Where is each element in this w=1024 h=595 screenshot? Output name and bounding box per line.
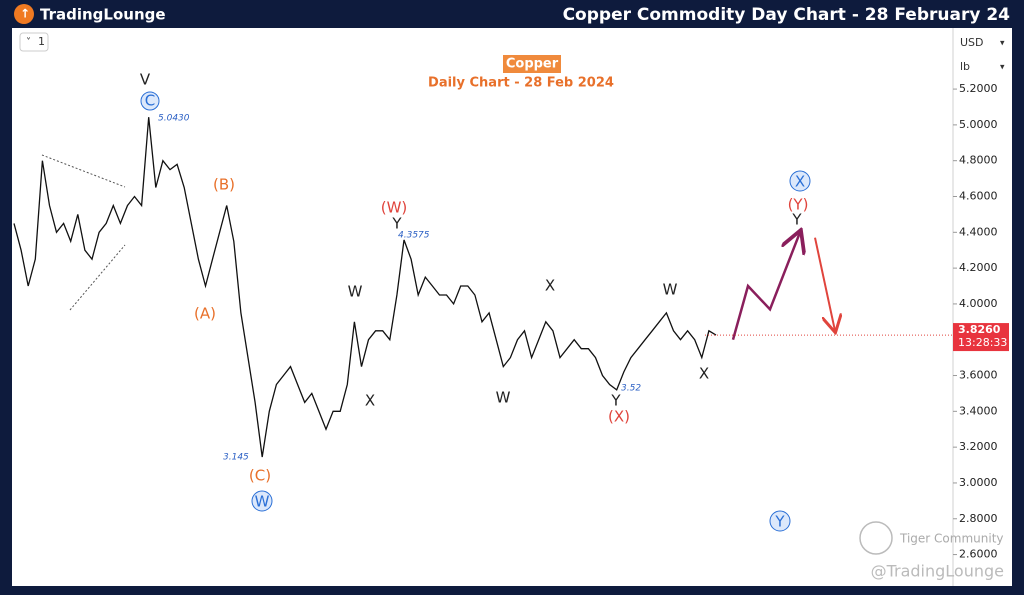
price-line (13, 117, 717, 458)
wave-label: (X) (608, 408, 630, 426)
chart-subtitle: Daily Chart - 28 Feb 2024 (428, 76, 614, 91)
projection-path (731, 232, 800, 341)
currency-select[interactable]: USD (960, 36, 984, 49)
price-note: 3.145 (223, 453, 249, 463)
wave-label: (W) (381, 199, 408, 217)
y-tick-label: 3.0000 (959, 476, 998, 489)
wave-circle (140, 91, 160, 111)
wave-circle (251, 490, 273, 512)
wave-label: W (255, 493, 270, 511)
wave-label: (Y) (788, 196, 809, 214)
watermark-handle: @TradingLounge (871, 562, 1004, 581)
logo-icon (14, 4, 34, 24)
unit-select[interactable]: lb (960, 60, 970, 73)
logo[interactable]: TradingLounge (40, 6, 166, 24)
interval-arrow: ˅ (26, 36, 31, 48)
wave-label: V (140, 71, 151, 89)
annotations: V C 5.0430 (B) (A) 3.145 (C) W (W) Y 4.3… (140, 71, 811, 532)
y-tick-label: 4.0000 (959, 297, 998, 310)
y-tick-label: 3.6000 (959, 369, 998, 382)
header-title: Copper Commodity Day Chart - 28 February… (563, 5, 1011, 25)
wave-label: W (348, 283, 363, 301)
wave-label: W (663, 281, 678, 299)
chart-title: Copper (506, 57, 559, 72)
wave-label: C (145, 92, 155, 110)
chart-panel (12, 28, 1012, 586)
watermark-logo (859, 521, 893, 555)
y-tick-label: 5.2000 (959, 82, 998, 95)
wave-circle (789, 170, 811, 192)
wave-label: Y (391, 215, 402, 233)
y-tick-label: 3.4000 (959, 404, 998, 417)
unit-arrow: ▾ (1000, 63, 1005, 73)
price-note: 5.0430 (158, 114, 190, 124)
wave-label: Y (791, 211, 802, 229)
logo-glyph: ↑ (20, 7, 30, 21)
wave-label: W (496, 389, 511, 407)
wave-circle (769, 510, 791, 532)
y-tick-label: 2.8000 (959, 512, 998, 525)
y-tick-label: 4.4000 (959, 225, 998, 238)
wave-label: (A) (194, 305, 216, 323)
currency-arrow: ▾ (1000, 39, 1005, 49)
wave-label: (B) (213, 176, 235, 194)
price-note: 4.3575 (398, 231, 430, 241)
title-box (503, 55, 561, 73)
forecast-path (814, 237, 835, 331)
wave-label: X (545, 277, 555, 295)
wave-label: Y (774, 513, 785, 531)
countdown: 13:28:33 (958, 336, 1007, 349)
y-tick-label: 4.6000 (959, 190, 998, 203)
y-tick-label: 2.6000 (959, 548, 998, 561)
interval: 1 (38, 35, 45, 48)
price-note: 3.52 (621, 384, 641, 394)
last-price-box (953, 323, 1009, 352)
wave-label: X (795, 173, 805, 191)
interval-button[interactable] (19, 32, 49, 52)
y-tick-label: 4.8000 (959, 154, 998, 167)
y-tick-label: 5.0000 (959, 118, 998, 131)
watermark-community: Tiger Community (899, 532, 1004, 546)
wave-label: Y (610, 392, 621, 410)
channel-line (41, 154, 126, 188)
wave-label: X (699, 365, 709, 383)
y-tick-label: 4.2000 (959, 261, 998, 274)
y-tick-label: 3.2000 (959, 440, 998, 453)
last-price-label: 3.8260 (958, 323, 1001, 336)
wave-label: X (365, 392, 375, 410)
wave-label: (C) (249, 467, 271, 485)
